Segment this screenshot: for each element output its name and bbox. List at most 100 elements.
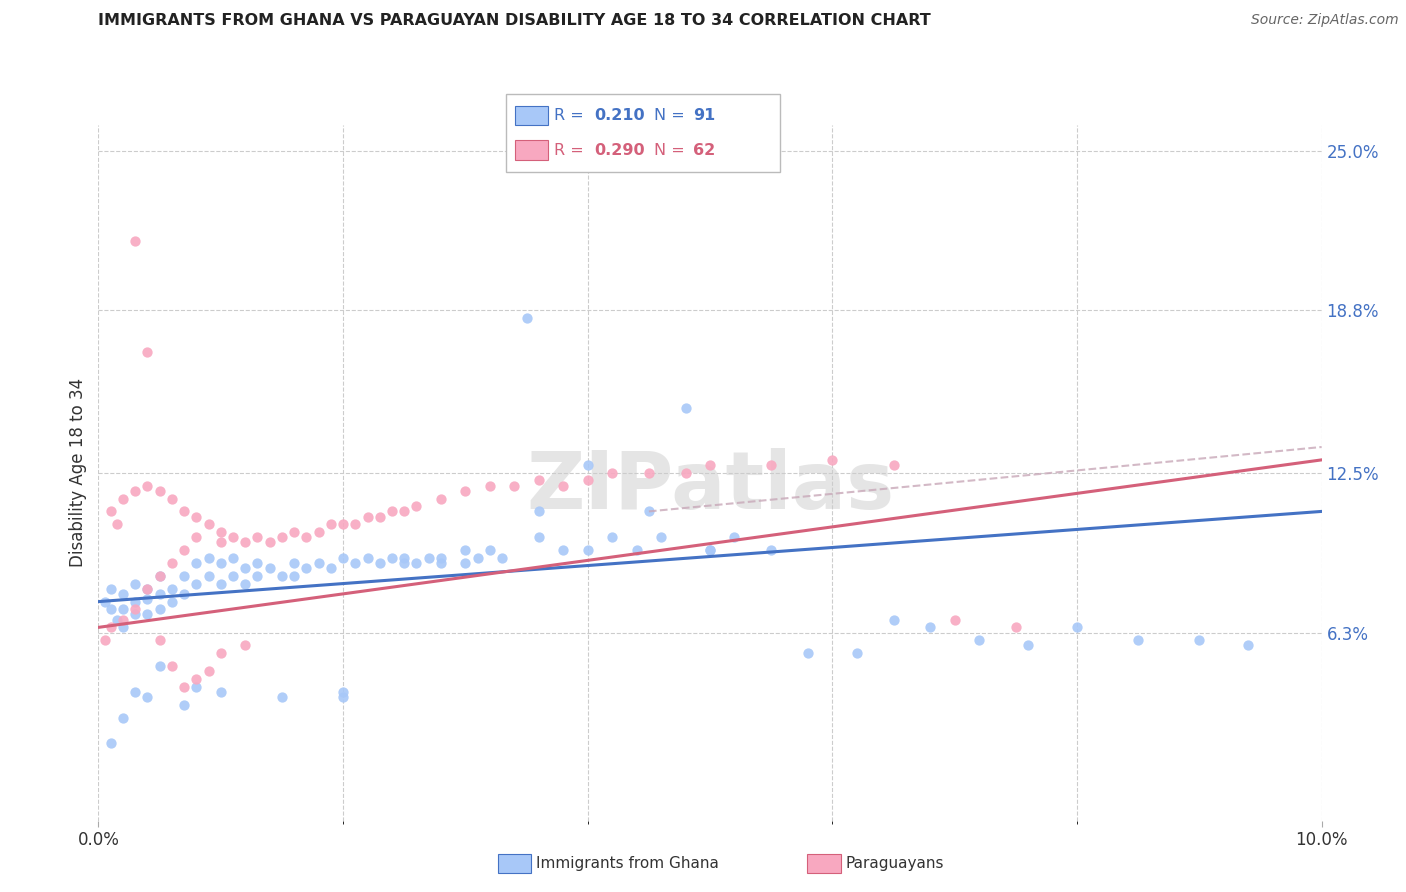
Point <box>503 478 526 492</box>
Point <box>105 613 128 627</box>
Point <box>553 478 575 492</box>
Point <box>626 543 648 558</box>
Point <box>136 592 159 607</box>
Text: N =: N = <box>654 108 690 123</box>
Point <box>356 509 378 524</box>
Point <box>650 530 672 544</box>
Text: IMMIGRANTS FROM GHANA VS PARAGUAYAN DISABILITY AGE 18 TO 34 CORRELATION CHART: IMMIGRANTS FROM GHANA VS PARAGUAYAN DISA… <box>98 13 931 29</box>
Point <box>699 543 721 558</box>
Point <box>344 517 367 532</box>
Y-axis label: Disability Age 18 to 34: Disability Age 18 to 34 <box>69 378 87 567</box>
Point <box>136 478 159 492</box>
Point <box>222 550 245 565</box>
Point <box>124 483 146 498</box>
Point <box>197 569 219 583</box>
Point <box>233 576 256 591</box>
Text: R =: R = <box>554 108 589 123</box>
Point <box>197 550 219 565</box>
Point <box>478 543 501 558</box>
Point <box>222 530 245 544</box>
Point <box>246 530 269 544</box>
Point <box>136 607 159 622</box>
Point <box>1128 633 1150 648</box>
Point <box>186 576 208 591</box>
Point <box>160 582 183 596</box>
Point <box>209 524 232 539</box>
Point <box>186 509 208 524</box>
Point <box>111 710 134 724</box>
Point <box>920 620 942 634</box>
Point <box>270 530 292 544</box>
Point <box>308 556 330 570</box>
Point <box>392 556 416 570</box>
Point <box>209 646 232 660</box>
Point <box>209 535 232 549</box>
Point <box>111 620 134 634</box>
Point <box>111 491 134 506</box>
Point <box>454 483 477 498</box>
Point <box>392 504 416 518</box>
Point <box>149 569 172 583</box>
Point <box>173 504 195 518</box>
Point <box>295 530 318 544</box>
Point <box>430 550 453 565</box>
Point <box>1066 620 1088 634</box>
Point <box>173 698 195 712</box>
Point <box>637 504 661 518</box>
Point <box>100 736 122 750</box>
Point <box>197 664 219 678</box>
Point <box>430 556 453 570</box>
Point <box>430 491 453 506</box>
Text: 0.290: 0.290 <box>595 143 645 158</box>
Point <box>149 569 172 583</box>
Point <box>149 587 172 601</box>
Text: R =: R = <box>554 143 589 158</box>
Point <box>173 543 195 558</box>
Point <box>308 524 330 539</box>
Point <box>186 556 208 570</box>
Text: ZIPatlas: ZIPatlas <box>526 448 894 525</box>
Point <box>233 535 256 549</box>
Point <box>797 646 820 660</box>
Point <box>149 659 172 673</box>
Point <box>467 550 489 565</box>
Point <box>576 543 599 558</box>
Point <box>600 466 623 480</box>
Point <box>105 517 128 532</box>
Point <box>283 569 305 583</box>
Point <box>186 680 208 694</box>
Point <box>381 504 404 518</box>
Point <box>233 561 256 575</box>
Point <box>173 569 195 583</box>
Point <box>209 685 232 699</box>
Point <box>454 556 477 570</box>
Point <box>332 550 354 565</box>
Point <box>332 690 354 704</box>
Point <box>186 530 208 544</box>
Text: 62: 62 <box>693 143 716 158</box>
Point <box>675 401 697 416</box>
Point <box>124 576 146 591</box>
Point <box>344 556 367 570</box>
Point <box>259 561 281 575</box>
Point <box>270 569 292 583</box>
Point <box>1017 639 1039 653</box>
Text: 91: 91 <box>693 108 716 123</box>
Point <box>356 550 378 565</box>
Point <box>699 458 721 472</box>
Point <box>295 561 318 575</box>
Point <box>124 607 146 622</box>
Point <box>124 234 146 248</box>
Point <box>1188 633 1211 648</box>
Point <box>527 530 550 544</box>
Point <box>209 556 232 570</box>
Point <box>111 587 134 601</box>
Point <box>173 680 195 694</box>
Point <box>637 466 661 480</box>
Point <box>283 524 305 539</box>
Point <box>259 535 281 549</box>
Point <box>675 466 697 480</box>
Point <box>381 550 404 565</box>
Point <box>93 633 115 648</box>
Point <box>160 594 183 608</box>
